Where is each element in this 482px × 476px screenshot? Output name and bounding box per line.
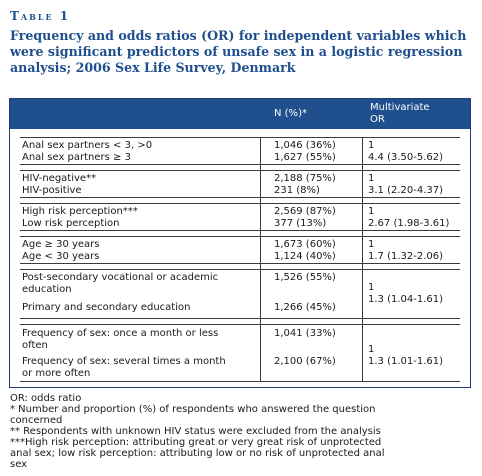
footnote: * Number and proportion (%) of responden… (10, 404, 376, 415)
column-divider-1 (260, 137, 261, 382)
or-value: 1 (368, 173, 375, 184)
n-value: 1,627 (55%) (274, 152, 336, 163)
or-value: 1.3 (1.04-1.61) (368, 294, 444, 305)
table-caption: Frequency and odds ratios (OR) for indep… (10, 28, 467, 75)
or-value: 3.1 (2.20-4.37) (368, 185, 444, 196)
n-value: 231 (8%) (274, 185, 320, 196)
table-row: Frequency of sex: once a month or less o… (20, 324, 460, 382)
or-value: 1.7 (1.32-2.06) (368, 251, 444, 262)
variable-label: or more often (22, 368, 91, 379)
variable-label: Frequency of sex: once a month or less (22, 328, 219, 339)
footnote: ** Respondents with unknown HIV status w… (10, 426, 381, 437)
variable-label: Anal sex partners ≥ 3 (22, 152, 131, 163)
variable-label: Post-secondary vocational or academic (22, 272, 219, 283)
variable-label: HIV-positive (22, 185, 82, 196)
n-value: 377 (13%) (274, 218, 327, 229)
n-value: 1,046 (36%) (274, 140, 336, 151)
or-value: 1.3 (1.01-1.61) (368, 356, 444, 367)
n-value: 2,188 (75%) (274, 173, 336, 184)
variable-label: Anal sex partners < 3, >0 (22, 140, 153, 151)
variable-label: Primary and secondary education (22, 302, 191, 313)
n-value: 2,100 (67%) (274, 356, 336, 367)
header-multivariate-or: Multivariate OR (370, 102, 430, 126)
header-multivariate-line2: OR (370, 114, 385, 125)
data-table: N (%)* Multivariate OR Anal sex partners… (9, 98, 471, 388)
footnote: OR: odds ratio (10, 393, 82, 404)
or-value: 1 (368, 344, 375, 355)
n-value: 1,526 (55%) (274, 272, 336, 283)
header-multivariate-line1: Multivariate (370, 102, 430, 113)
table-row: Post-secondary vocational or academic ed… (20, 269, 460, 319)
or-value: 1 (368, 206, 375, 217)
variable-label: often (22, 340, 48, 351)
variable-label: Age ≥ 30 years (22, 239, 100, 250)
variable-label: education (22, 284, 72, 295)
n-value: 1,673 (60%) (274, 239, 336, 250)
footnote: ***High risk perception: attributing gre… (10, 437, 382, 448)
or-value: 2.67 (1.98-3.61) (368, 218, 450, 229)
or-value: 4.4 (3.50-5.62) (368, 152, 444, 163)
variable-label: HIV-negative** (22, 173, 97, 184)
n-value: 1,266 (45%) (274, 302, 336, 313)
table-row: HIV-negative** HIV-positive 2,188 (75%) … (20, 170, 460, 198)
header-n-percent: N (%)* (274, 108, 307, 119)
variable-label: Age < 30 years (22, 251, 100, 262)
or-value: 1 (368, 140, 375, 151)
table-header: N (%)* Multivariate OR (10, 99, 470, 129)
footnote: anal sex; low risk perception: attributi… (10, 448, 385, 459)
column-divider-2 (362, 137, 363, 382)
table-row: High risk perception*** Low risk percept… (20, 203, 460, 231)
variable-label: Frequency of sex: several times a month (22, 356, 226, 367)
variable-label: Low risk perception (22, 218, 120, 229)
table-row: Anal sex partners < 3, >0 Anal sex partn… (20, 137, 460, 165)
or-value: 1 (368, 282, 375, 293)
or-value: 1 (368, 239, 375, 250)
n-value: 2,569 (87%) (274, 206, 336, 217)
footnote: concerned (10, 415, 63, 426)
n-value: 1,041 (33%) (274, 328, 336, 339)
variable-label: High risk perception*** (22, 206, 138, 217)
table-row: Age ≥ 30 years Age < 30 years 1,673 (60%… (20, 236, 460, 264)
footnote: sex (10, 459, 28, 470)
n-value: 1,124 (40%) (274, 251, 336, 262)
table-label: Table 1 (10, 9, 71, 23)
